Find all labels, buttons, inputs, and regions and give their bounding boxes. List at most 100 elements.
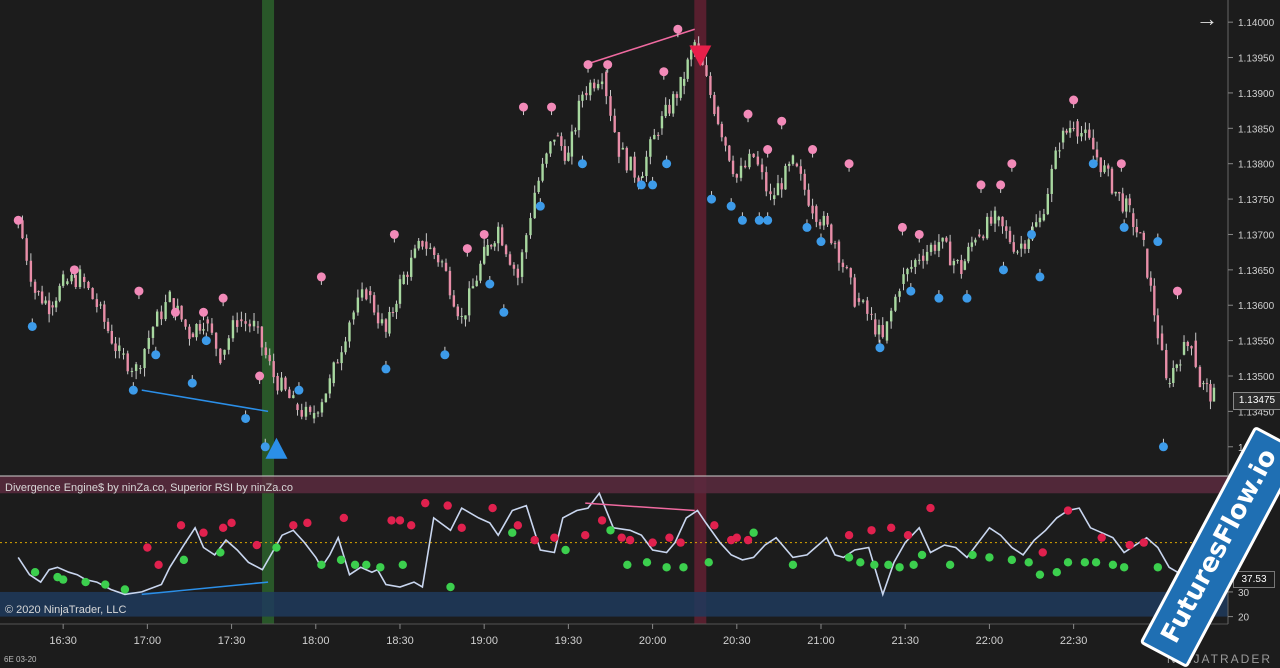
candle-body [621,147,625,150]
rsi-zone-overbought [0,476,1228,494]
price-tick-label: 1.13600 [1238,301,1275,312]
swing-low-marker [187,378,197,388]
rsi-trough-marker [336,555,346,565]
rsi-peak-marker [1125,540,1134,550]
candle-body [436,255,440,263]
candle-body [231,320,235,339]
candle-body [773,195,776,200]
candle-body [99,304,102,306]
candle-body [709,75,712,95]
candle-body [147,337,150,349]
candle-body [114,343,117,352]
swing-low-marker [27,321,37,331]
candle-body [1088,129,1091,138]
candle-body [1172,367,1175,384]
rsi-trough-marker [895,563,904,572]
candle-body [1190,346,1193,349]
candle-body [675,94,679,98]
swing-low-marker [128,385,138,395]
candle-body [735,174,738,178]
candle-body [549,141,552,154]
candle-body [925,251,929,261]
candle-body [395,303,398,313]
rsi-peak-marker [218,523,228,532]
price-divergence-line-1 [584,28,695,66]
rsi-peak-marker [513,521,523,530]
rsi-peak-marker [676,538,685,547]
candle-body [833,243,837,245]
right-arrow-icon[interactable]: → [1196,6,1218,31]
rsi-trough-marker [642,558,652,567]
rsi-trough-marker [1153,563,1163,572]
candle-body [398,279,402,304]
time-tick-label: 18:30 [386,635,414,647]
candle-body [910,266,913,269]
candle-body [613,115,616,133]
candle-body [1061,130,1065,143]
candle-body [705,65,708,76]
candle-body [417,240,420,249]
candle-body [87,281,90,289]
time-tick-label: 17:00 [134,635,162,647]
candle-body [468,288,471,316]
candle-body [815,206,818,222]
swing-high-marker [1069,95,1079,105]
rsi-trough-marker [272,543,281,552]
candle-body [877,325,881,335]
candle-body [982,236,985,239]
candle-body [668,104,671,114]
candle-body [1125,198,1128,212]
rsi-trough-marker [749,528,758,537]
candle-body [671,94,675,114]
candle-body [948,241,952,266]
candle-body [609,96,612,116]
swing-high-marker [1007,159,1017,169]
swing-high-marker [976,180,986,190]
rsi-trough-marker [30,568,40,577]
candle-body [560,136,563,147]
candle-body [244,321,247,324]
time-tick-label: 19:00 [470,635,498,647]
price-tick-label: 1.13650 [1238,266,1275,277]
candle-body [1146,248,1149,278]
rsi-trough-marker [508,528,517,537]
candle-body [760,164,764,173]
candle-body [284,377,287,390]
rsi-panel [0,476,1228,617]
candle-body [1076,121,1079,137]
swing-high-marker [389,229,399,239]
candle-body [1103,165,1106,173]
candle-body [967,246,970,262]
candle-body [328,378,332,394]
candle-body [188,326,191,339]
candle-body [1099,157,1102,173]
candle-body [1068,128,1072,133]
candle-body [276,376,279,391]
candle-body [857,298,861,302]
swing-low-marker [577,159,587,169]
candle-body [479,263,482,281]
candle-body [849,268,852,278]
candle-body [567,152,570,161]
candle-body [74,275,77,288]
candle-body [1142,232,1145,240]
candle-body [235,320,239,327]
candle-body [380,319,384,324]
candle-body [280,377,283,391]
rsi-trough-marker [58,575,68,584]
candle-body [391,312,395,314]
candle-body [985,216,989,239]
rsi-peak-marker [581,531,590,540]
candle-body [1202,383,1205,385]
swing-high-marker [518,102,528,112]
pane-title: Divergence Engine$ by ninZa.co, Superior… [5,482,293,494]
swing-low-marker [875,343,885,353]
rsi-peak-marker [227,518,236,528]
candle-body [406,274,409,277]
candle-body [1198,366,1202,388]
candle-body [799,166,802,174]
rsi-peak-marker [597,516,607,525]
candle-body [581,94,584,101]
candle-body [960,260,963,275]
